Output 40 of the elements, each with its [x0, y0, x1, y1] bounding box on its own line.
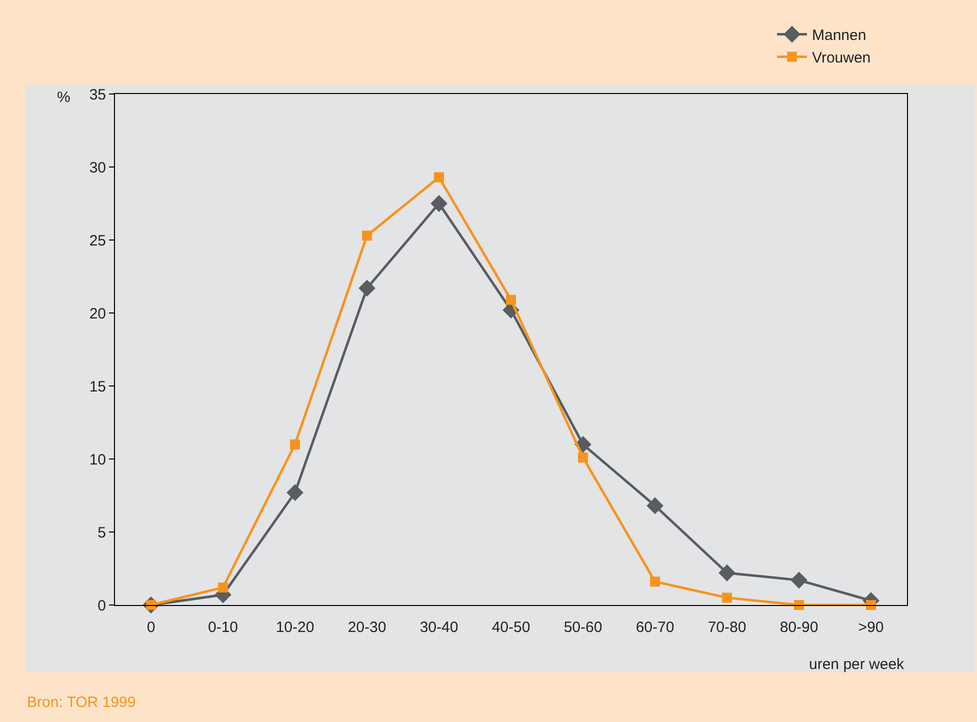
- x-tick-label: 0: [146, 619, 156, 636]
- x-tick-label: 20-30: [348, 619, 386, 636]
- point: [506, 294, 516, 305]
- point: [866, 600, 876, 610]
- x-tick-label: 40-50: [492, 619, 530, 636]
- point: [430, 195, 448, 212]
- point: [722, 592, 732, 603]
- point: [286, 484, 304, 502]
- y-tick-label: 15: [89, 378, 106, 396]
- y-tick-label: 0: [98, 597, 106, 614]
- x-tick-label: 80-90: [780, 619, 818, 636]
- x-tick-label: >90: [858, 619, 884, 636]
- y-tick-label: 5: [98, 524, 106, 542]
- x-tick-label: 30-40: [420, 619, 458, 636]
- x-axis-title: uren per week: [809, 656, 905, 673]
- y-tick-label: 35: [89, 86, 106, 104]
- point: [718, 564, 736, 582]
- x-tick-label: 60-70: [636, 619, 674, 636]
- x-tick-label: 50-60: [564, 619, 602, 636]
- y-tick-label: 20: [89, 305, 106, 322]
- point: [218, 582, 228, 592]
- point: [358, 280, 376, 297]
- y-tick-label: 25: [89, 232, 106, 250]
- y-tick-label: 30: [89, 159, 106, 176]
- x-tick-label: 70-80: [708, 619, 746, 636]
- point: [434, 172, 444, 182]
- point: [650, 576, 660, 587]
- x-tick-label: 10-20: [276, 619, 314, 636]
- x-tick-label: 0-10: [208, 619, 238, 636]
- point: [362, 230, 372, 241]
- text: Bron: TOR 1999: [27, 694, 136, 711]
- legend-label: Mannen: [812, 27, 866, 44]
- y-tick-label: 10: [89, 451, 106, 468]
- point: [578, 452, 588, 463]
- point: [290, 439, 300, 450]
- y-axis-title: %: [57, 89, 70, 106]
- legend-label: Vrouwen: [812, 50, 871, 67]
- point: [646, 497, 664, 514]
- point: [794, 600, 804, 610]
- point: [790, 572, 808, 589]
